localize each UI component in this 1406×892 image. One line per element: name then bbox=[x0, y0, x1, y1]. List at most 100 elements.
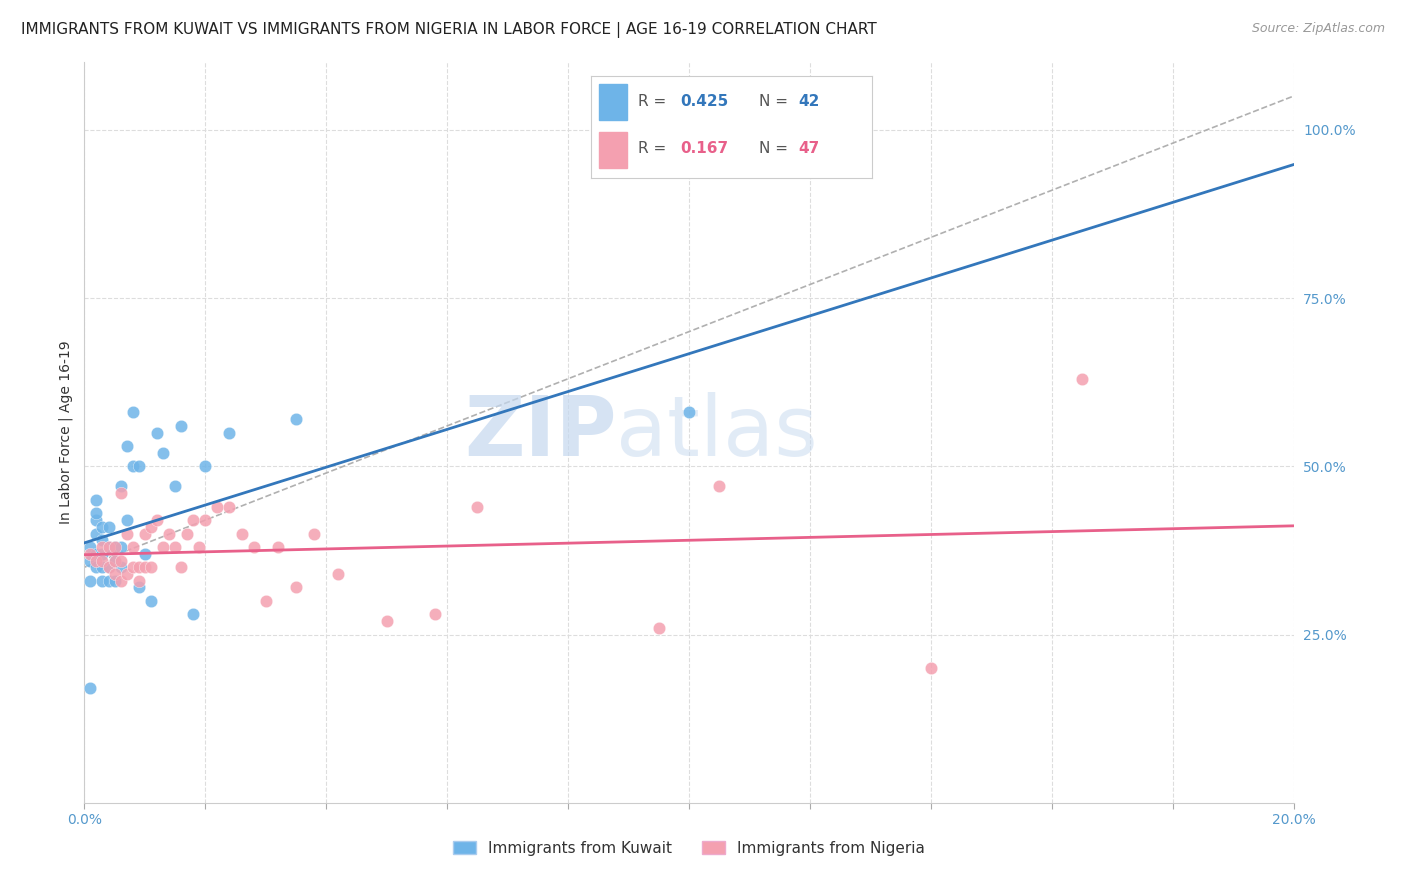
Point bbox=[91, 574, 114, 588]
Point bbox=[254, 594, 277, 608]
Point bbox=[115, 526, 138, 541]
Point bbox=[302, 526, 325, 541]
Text: N =: N = bbox=[759, 141, 789, 155]
Point bbox=[86, 507, 108, 521]
Point bbox=[176, 526, 198, 541]
Point bbox=[165, 540, 187, 554]
Point bbox=[467, 500, 489, 514]
Point bbox=[86, 547, 108, 561]
Point bbox=[170, 418, 193, 433]
Point bbox=[207, 500, 229, 514]
Point bbox=[139, 520, 162, 534]
Point bbox=[709, 479, 731, 493]
Point bbox=[134, 526, 156, 541]
Point bbox=[152, 540, 174, 554]
Point bbox=[91, 553, 114, 567]
Text: R =: R = bbox=[638, 95, 666, 110]
Point bbox=[128, 459, 150, 474]
Point bbox=[79, 553, 101, 567]
Point bbox=[165, 479, 187, 493]
Legend: Immigrants from Kuwait, Immigrants from Nigeria: Immigrants from Kuwait, Immigrants from … bbox=[447, 835, 931, 862]
Point bbox=[128, 560, 150, 574]
Point bbox=[194, 459, 217, 474]
Point bbox=[194, 513, 217, 527]
Point bbox=[110, 574, 132, 588]
Point bbox=[97, 560, 120, 574]
Point bbox=[188, 540, 211, 554]
Point bbox=[86, 513, 108, 527]
Point bbox=[97, 574, 120, 588]
Point bbox=[115, 513, 138, 527]
Point bbox=[285, 412, 308, 426]
Text: 0.167: 0.167 bbox=[681, 141, 728, 155]
Point bbox=[285, 581, 308, 595]
Point bbox=[139, 560, 162, 574]
Point bbox=[423, 607, 446, 622]
Point bbox=[128, 581, 150, 595]
Text: Source: ZipAtlas.com: Source: ZipAtlas.com bbox=[1251, 22, 1385, 36]
Point bbox=[104, 553, 127, 567]
Point bbox=[91, 547, 114, 561]
Point bbox=[134, 560, 156, 574]
Point bbox=[104, 566, 127, 581]
Point bbox=[242, 540, 264, 554]
Point bbox=[218, 500, 240, 514]
Point bbox=[170, 560, 193, 574]
Point bbox=[115, 566, 138, 581]
Point bbox=[97, 520, 120, 534]
Point bbox=[267, 540, 290, 554]
Point bbox=[91, 560, 114, 574]
Point bbox=[128, 574, 150, 588]
Point bbox=[86, 560, 108, 574]
Point bbox=[146, 425, 169, 440]
Text: ZIP: ZIP bbox=[464, 392, 616, 473]
Point bbox=[110, 553, 132, 567]
Point bbox=[121, 459, 143, 474]
Point bbox=[91, 533, 114, 548]
Point bbox=[110, 540, 132, 554]
FancyBboxPatch shape bbox=[599, 132, 627, 168]
Point bbox=[152, 446, 174, 460]
Point bbox=[146, 513, 169, 527]
Point bbox=[97, 540, 120, 554]
Point bbox=[104, 574, 127, 588]
Point bbox=[104, 540, 127, 554]
Point bbox=[104, 553, 127, 567]
Point bbox=[86, 492, 108, 507]
Text: 0.425: 0.425 bbox=[681, 95, 728, 110]
Point bbox=[920, 661, 942, 675]
Point bbox=[79, 681, 101, 696]
Point bbox=[86, 553, 108, 567]
Point bbox=[375, 614, 398, 628]
Point bbox=[1071, 372, 1094, 386]
Point bbox=[181, 513, 204, 527]
Point bbox=[218, 425, 240, 440]
Text: atlas: atlas bbox=[616, 392, 818, 473]
Point bbox=[121, 560, 143, 574]
Point bbox=[231, 526, 253, 541]
Point bbox=[91, 520, 114, 534]
Point bbox=[79, 574, 101, 588]
Point bbox=[157, 526, 180, 541]
Point bbox=[104, 540, 127, 554]
Point bbox=[79, 540, 101, 554]
Point bbox=[91, 540, 114, 554]
Point bbox=[110, 479, 132, 493]
Text: R =: R = bbox=[638, 141, 666, 155]
Point bbox=[328, 566, 350, 581]
Y-axis label: In Labor Force | Age 16-19: In Labor Force | Age 16-19 bbox=[59, 341, 73, 524]
Point bbox=[110, 560, 132, 574]
Point bbox=[97, 540, 120, 554]
Point bbox=[121, 405, 143, 419]
Point bbox=[79, 547, 101, 561]
Point bbox=[648, 621, 671, 635]
Point bbox=[115, 439, 138, 453]
FancyBboxPatch shape bbox=[599, 84, 627, 120]
Text: IMMIGRANTS FROM KUWAIT VS IMMIGRANTS FROM NIGERIA IN LABOR FORCE | AGE 16-19 COR: IMMIGRANTS FROM KUWAIT VS IMMIGRANTS FRO… bbox=[21, 22, 877, 38]
Point bbox=[181, 607, 204, 622]
Text: 42: 42 bbox=[799, 95, 820, 110]
Text: 47: 47 bbox=[799, 141, 820, 155]
Text: N =: N = bbox=[759, 95, 789, 110]
Point bbox=[139, 594, 162, 608]
Point bbox=[678, 405, 700, 419]
